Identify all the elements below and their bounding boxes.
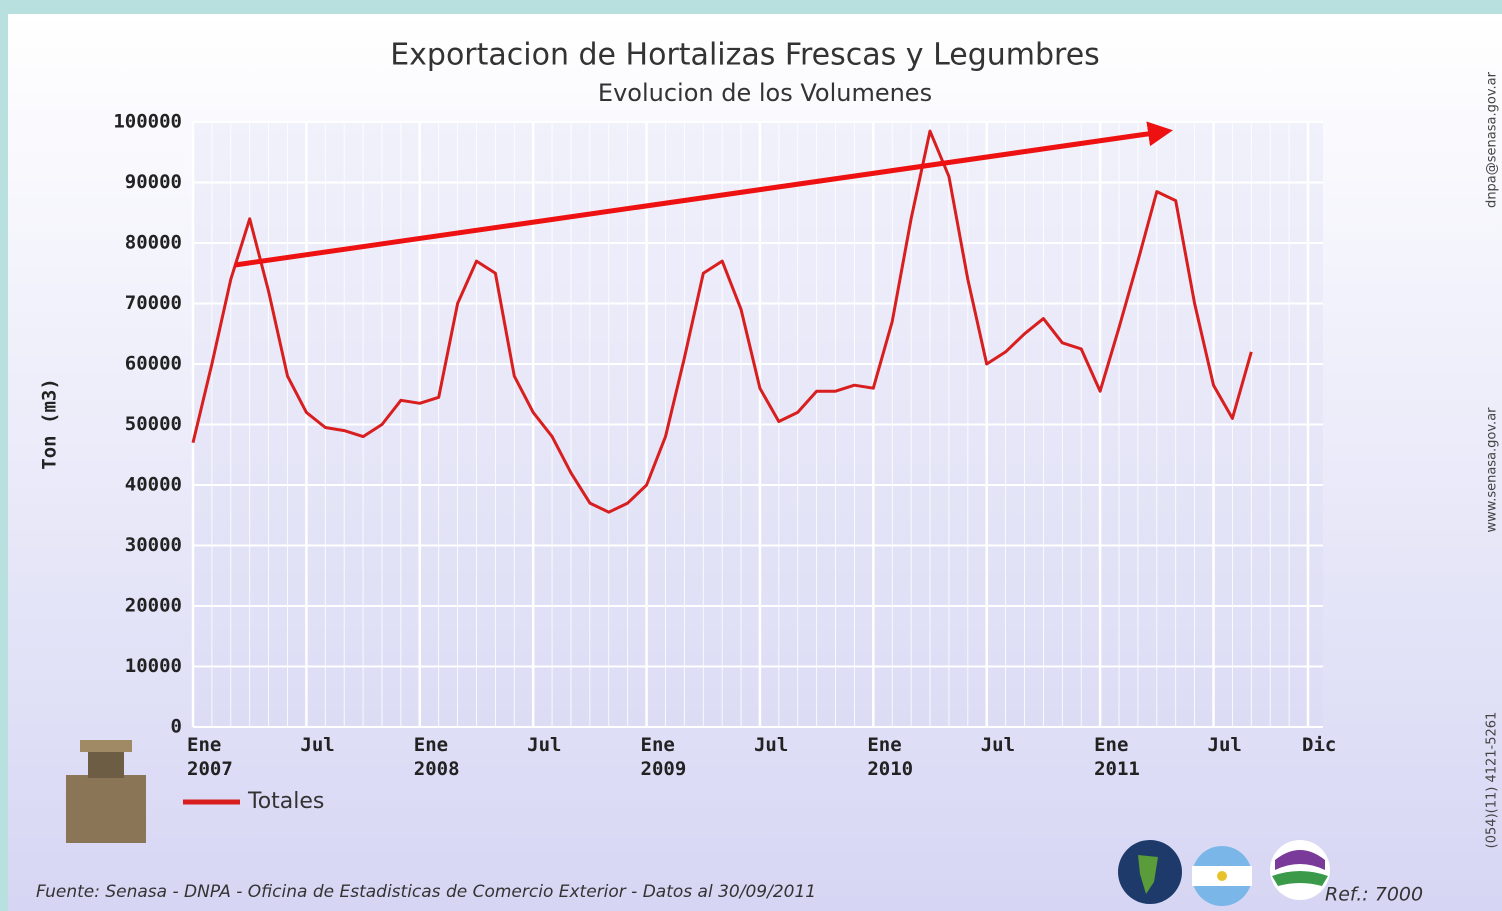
chart-title: Exportacion de Hortalizas Frescas y Legu… <box>390 38 1100 73</box>
reference: Ref.: 7000 <box>1325 884 1423 906</box>
y-tick-label: 30000 <box>125 534 182 556</box>
y-tick-label: 10000 <box>125 655 182 677</box>
source: Fuente: Senasa - DNPA - Oficina de Estad… <box>36 882 816 902</box>
y-tick-label: 50000 <box>125 413 182 435</box>
marks <box>191 129 1253 514</box>
x-tick-label: Jul <box>981 734 1015 756</box>
x-tick-label: Jul <box>754 734 788 756</box>
x-tick-label: Jul <box>527 734 561 756</box>
y-tick-label: 0 <box>171 716 182 738</box>
y-tick-label: 100000 <box>113 111 182 133</box>
y-tick-label: 80000 <box>125 232 182 254</box>
weight-icon <box>66 740 146 843</box>
series-line <box>191 129 1253 514</box>
legend-label: Totales <box>247 789 324 814</box>
x-tick-label: Ene 2010 <box>867 734 913 780</box>
x-tick-label: Dic <box>1302 734 1336 756</box>
y-axis-label: Ton (m3) <box>39 378 61 470</box>
trend-arrow <box>234 121 1173 268</box>
logos <box>1118 840 1330 906</box>
chart-subtitle: Evolucion de los Volumenes <box>598 79 932 107</box>
x-tick-label: Ene 2007 <box>187 734 233 780</box>
x-tick-label: Ene 2008 <box>414 734 460 780</box>
side-text: (054)(11) 4121-5261 <box>1485 712 1500 849</box>
x-tick-label: Ene 2011 <box>1094 734 1140 780</box>
x-tick-label: Jul <box>300 734 334 756</box>
side-text: dnpa@senasa.gov.ar <box>1485 71 1500 208</box>
y-tick-label: 60000 <box>125 353 182 375</box>
y-tick-label: 20000 <box>125 595 182 617</box>
y-tick-label: 70000 <box>125 292 182 314</box>
x-tick-label: Ene 2009 <box>641 734 687 780</box>
y-tick-label: 40000 <box>125 474 182 496</box>
x-tick-label: Jul <box>1208 734 1242 756</box>
y-tick-label: 90000 <box>125 171 182 193</box>
side-text: www.senasa.gov.ar <box>1485 407 1500 533</box>
